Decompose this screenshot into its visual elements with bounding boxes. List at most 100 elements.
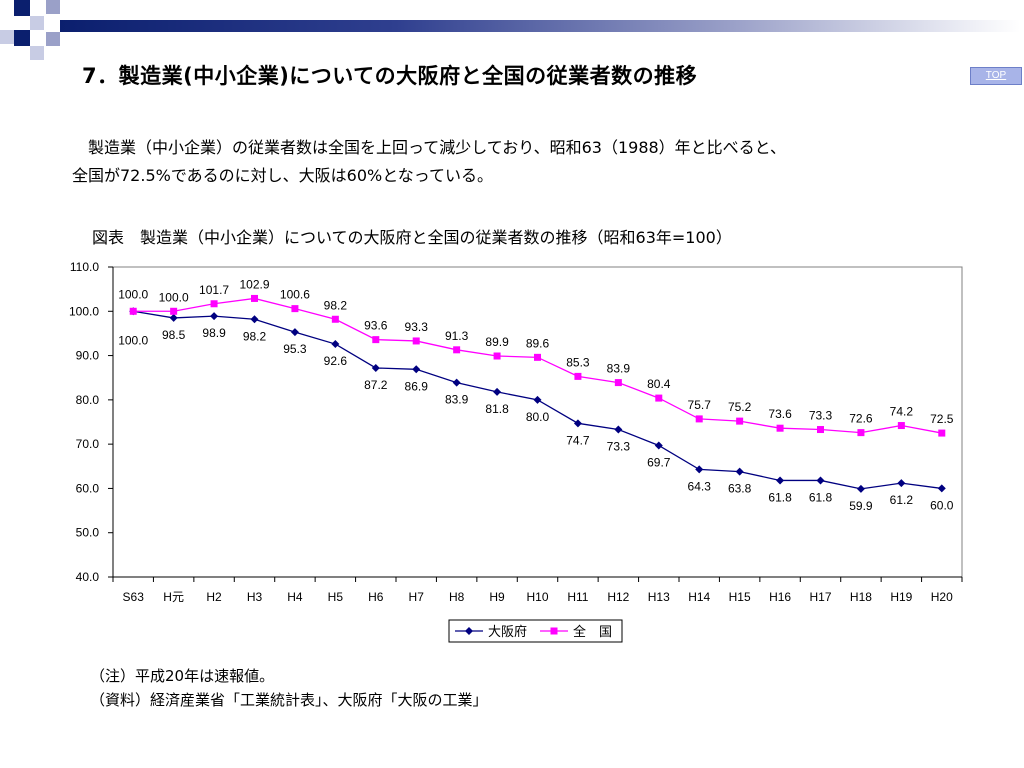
national-point (331, 315, 339, 323)
corner-square-2 (46, 0, 60, 14)
x-tick-label: H7 (409, 590, 425, 604)
osaka-point (169, 313, 178, 322)
x-tick-label: H元 (163, 590, 184, 604)
y-tick-label: 100.0 (69, 304, 99, 318)
national-data-label: 72.5 (930, 412, 954, 426)
national-point (129, 307, 137, 315)
x-tick-label: H19 (890, 590, 912, 604)
figure-caption: 図表 製造業（中小企業）についての大阪府と全国の従業者数の推移（昭和63年=10… (92, 228, 732, 247)
osaka-point (735, 467, 744, 476)
national-point (291, 305, 299, 313)
legend-box (448, 619, 623, 643)
y-tick-label: 40.0 (76, 570, 100, 584)
y-tick-label: 70.0 (76, 437, 100, 451)
national-point (534, 353, 541, 361)
osaka-data-label: 60.0 (930, 498, 954, 512)
x-tick-label: H17 (809, 590, 831, 604)
x-tick-label: H6 (368, 590, 384, 604)
osaka-data-label: 95.3 (283, 342, 307, 356)
y-tick-label: 60.0 (76, 481, 100, 495)
header-gradient-bar (60, 20, 1020, 32)
source-text: （資料）経済産業省「工業統計表」、大阪府「大阪の工業」 (90, 691, 488, 709)
national-data-label: 98.2 (324, 298, 348, 312)
national-data-label: 85.3 (566, 355, 590, 369)
national-point (210, 300, 218, 308)
national-data-label: 101.7 (199, 283, 229, 297)
osaka-data-label: 59.9 (849, 499, 873, 513)
x-tick-label: H10 (526, 590, 548, 604)
corner-square-7 (30, 46, 44, 60)
osaka-data-label: 69.7 (647, 455, 671, 469)
national-data-label: 73.3 (809, 409, 833, 423)
national-point (614, 379, 622, 387)
y-tick-label: 110.0 (70, 260, 99, 274)
osaka-point (897, 479, 906, 488)
osaka-point (371, 363, 380, 372)
legend-osaka-marker (465, 627, 473, 635)
x-tick-label: H8 (449, 590, 465, 604)
corner-square-1 (14, 0, 30, 16)
osaka-point (210, 312, 219, 321)
x-tick-label: H13 (648, 590, 670, 604)
x-tick-label: H20 (931, 590, 953, 604)
osaka-point (816, 476, 825, 485)
national-point (897, 422, 905, 430)
slide-title: 7．製造業(中小企業)についての大阪府と全国の従業者数の推移 (82, 64, 698, 88)
osaka-point (695, 465, 704, 474)
corner-square-6 (46, 32, 60, 46)
national-data-label: 75.2 (728, 400, 752, 414)
osaka-data-label: 73.3 (607, 440, 631, 454)
national-data-label: 91.3 (445, 329, 469, 343)
osaka-point (452, 378, 461, 387)
x-tick-label: H12 (607, 590, 629, 604)
x-tick-label: H14 (688, 590, 710, 604)
national-data-label: 93.6 (364, 319, 388, 333)
osaka-data-label: 74.7 (566, 433, 590, 447)
osaka-data-label: 98.2 (243, 329, 267, 343)
national-point (493, 352, 501, 360)
top-link-button[interactable]: TOP (970, 67, 1022, 85)
national-point (817, 426, 824, 434)
osaka-data-label: 81.8 (485, 402, 509, 416)
corner-square-4 (0, 30, 14, 44)
national-data-label: 83.9 (607, 362, 631, 376)
note-text: （注）平成20年は速報値。 (90, 667, 275, 685)
osaka-point (493, 387, 502, 396)
osaka-data-label: 64.3 (688, 479, 712, 493)
national-point (938, 429, 946, 437)
national-point (453, 346, 461, 354)
x-tick-label: H4 (287, 590, 303, 604)
national-point (170, 307, 178, 315)
osaka-data-label: 61.8 (809, 490, 833, 504)
osaka-data-label: 98.9 (202, 326, 226, 340)
x-tick-label: H9 (489, 590, 505, 604)
national-data-label: 89.6 (526, 336, 550, 350)
corner-square-3 (30, 16, 44, 30)
national-data-label: 102.9 (239, 277, 269, 291)
national-data-label: 93.3 (405, 320, 429, 334)
national-point (574, 372, 582, 380)
osaka-point (250, 315, 259, 324)
osaka-data-label: 87.2 (364, 378, 388, 392)
legend-national-marker (550, 627, 558, 635)
national-data-label: 100.0 (118, 287, 148, 301)
x-tick-label: H15 (729, 590, 751, 604)
x-tick-label: H5 (328, 590, 344, 604)
national-point (372, 336, 380, 344)
osaka-point (573, 419, 582, 428)
x-tick-label: H2 (206, 590, 222, 604)
y-tick-label: 50.0 (76, 526, 100, 540)
x-tick-label: H16 (769, 590, 791, 604)
osaka-point (856, 484, 865, 493)
osaka-data-label: 61.8 (768, 490, 792, 504)
osaka-data-label: 86.9 (405, 379, 429, 393)
legend-osaka-label: 大阪府 (488, 624, 527, 639)
national-point (412, 337, 420, 345)
footnotes: （注）平成20年は速報値。 （資料）経済産業省「工業統計表」、大阪府「大阪の工業… (90, 664, 488, 712)
x-tick-label: H3 (247, 590, 263, 604)
national-point (776, 424, 784, 432)
national-data-label: 89.9 (485, 335, 509, 349)
y-tick-label: 90.0 (76, 349, 100, 363)
x-tick-label: H11 (567, 590, 588, 604)
